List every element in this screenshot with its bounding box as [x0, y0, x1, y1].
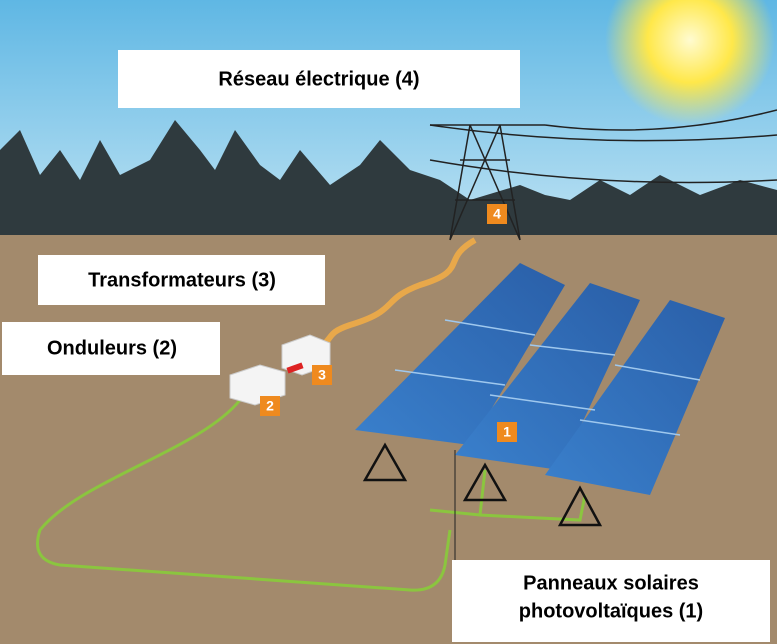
badge: 1 [503, 424, 511, 440]
label: Transformateurs (3) [88, 269, 276, 291]
badge: 4 [493, 206, 501, 222]
label: photovoltaïques (1) [519, 600, 703, 622]
badge: 2 [266, 398, 274, 414]
label: Panneaux solaires [523, 572, 699, 594]
illustration: 4 3 2 1 Réseau électrique (4) Transforma… [0, 0, 777, 644]
label: Onduleurs (2) [47, 337, 177, 359]
badge: 3 [318, 367, 326, 383]
label: Réseau électrique (4) [218, 68, 419, 90]
